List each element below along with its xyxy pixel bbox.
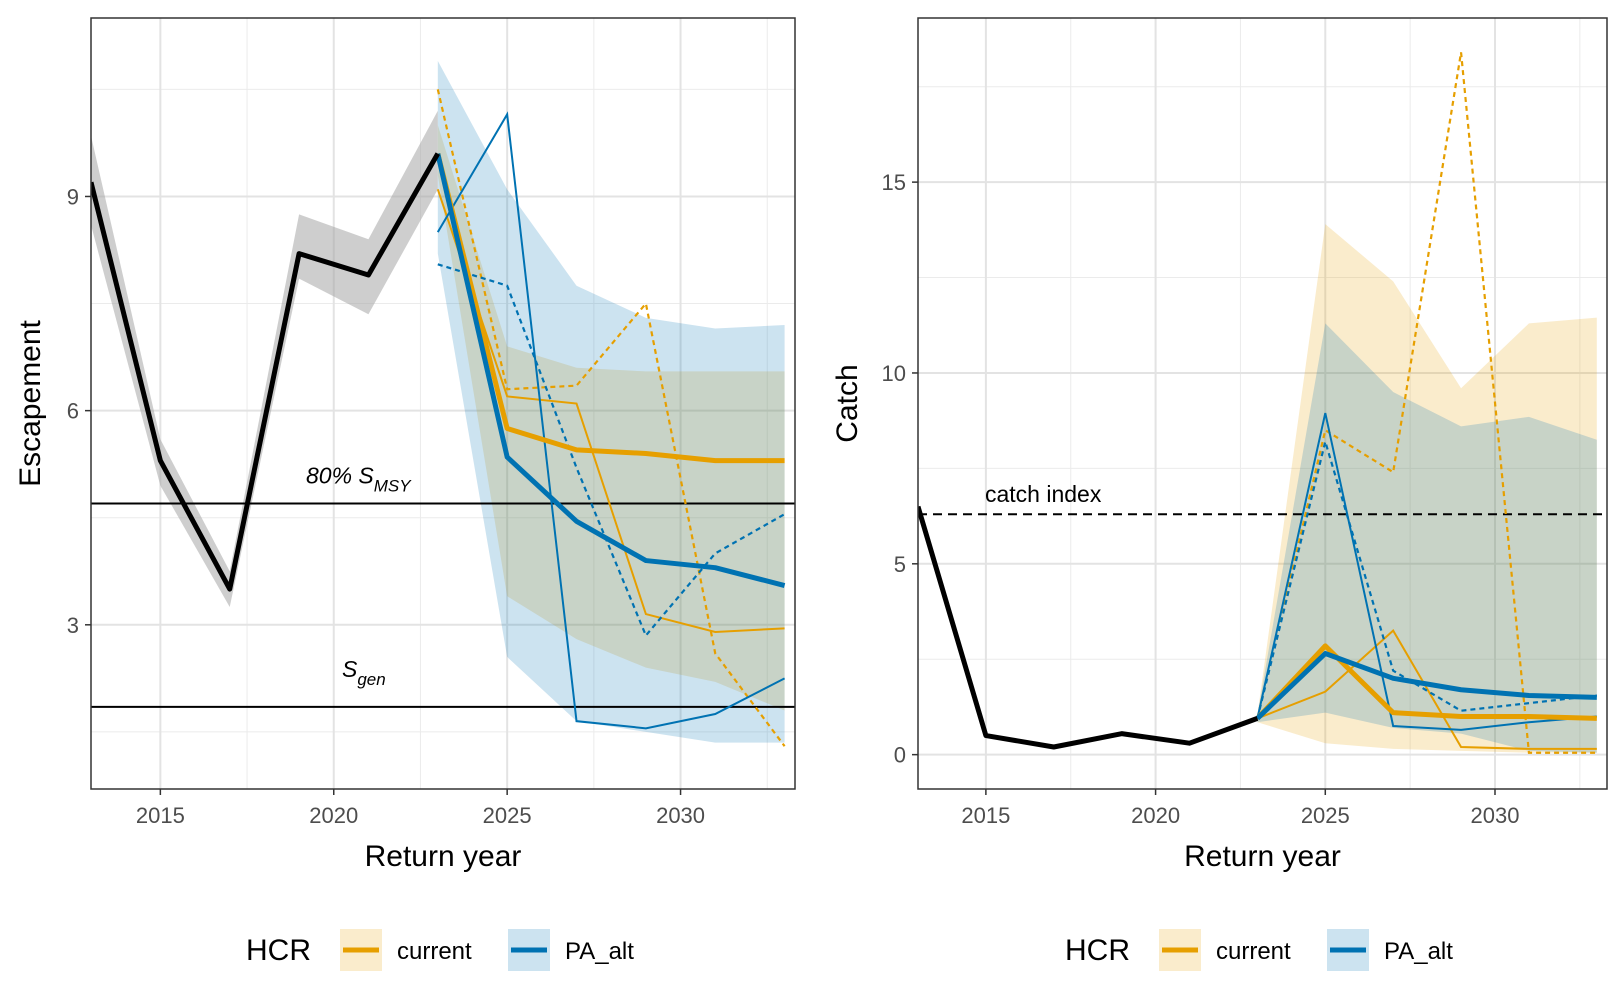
legend-label: current — [1216, 938, 1291, 965]
ribbon-observed — [91, 110, 438, 607]
panel-border — [90, 17, 796, 790]
panel-2: catch index 2015 2020 2025 2030 0 5 10 15 Return … — [831, 17, 1608, 971]
ribbon-PA_alt — [1257, 323, 1597, 753]
y-tick-label: 10 — [882, 361, 906, 386]
x-tick-label: 2020 — [1131, 803, 1180, 828]
legend-key-current: current — [1159, 929, 1291, 971]
y-tick-label: 5 — [894, 552, 906, 577]
median-line-current — [435, 153, 785, 464]
reference-label-main: 80% S — [306, 462, 374, 488]
y-tick-label: 9 — [67, 184, 79, 209]
panel-background — [918, 18, 1607, 789]
median-line-PA_alt — [435, 153, 786, 588]
panel-background — [91, 18, 795, 789]
y-axis-title: Escapement — [14, 319, 47, 486]
x-tick-label: 2030 — [656, 803, 705, 828]
x-tick-label: 2030 — [1471, 803, 1520, 828]
legend: HCR current PA_alt — [1065, 929, 1453, 971]
reference-label-sub: gen — [357, 670, 385, 689]
panel-1: 80% SMSY Sgen 2015 2020 2025 2030 3 6 9 Return ye… — [14, 17, 796, 971]
x-axis-title: Return year — [365, 840, 522, 873]
trajectory-PA_alt-solid — [1256, 412, 1597, 731]
y-axis-title: Catch — [831, 364, 864, 442]
plot-area — [918, 52, 1607, 754]
x-tick-label: 2015 — [961, 803, 1010, 828]
trajectory-current-solid — [436, 189, 785, 633]
legend-key-PA_alt: PA_alt — [1327, 929, 1453, 971]
x-axis-title: Return year — [1184, 840, 1341, 873]
gridlines — [91, 18, 795, 789]
legend-key-PA_alt: PA_alt — [508, 929, 634, 971]
y-tick-label: 3 — [67, 613, 79, 638]
x-tick-label: 2025 — [1301, 803, 1350, 828]
trajectory-current-dashed — [1256, 52, 1597, 754]
legend-label: current — [397, 938, 472, 965]
reference-label-sub: MSY — [374, 476, 413, 495]
y-tick-label: 6 — [67, 399, 79, 424]
legend-title: HCR — [1065, 934, 1130, 967]
plot-area — [91, 60, 795, 747]
ribbon-current — [1257, 224, 1597, 753]
trajectory-PA_alt-dashed — [1256, 437, 1597, 719]
median-line-PA_alt — [1255, 651, 1597, 721]
reference-label-1: 80% SMSY — [306, 462, 412, 495]
y-tick-label: 0 — [894, 743, 906, 768]
legend-label: PA_alt — [1384, 938, 1453, 965]
legend-key-current: current — [340, 929, 472, 971]
legend-title: HCR — [246, 934, 311, 967]
trajectory-current-dashed — [436, 89, 786, 747]
axes: 2015 2020 2025 2030 0 5 10 15 Return year Catch — [831, 170, 1519, 873]
reference-label-main: S — [342, 656, 358, 682]
y-tick-label: 15 — [882, 170, 906, 195]
legend-label: PA_alt — [565, 938, 634, 965]
ribbon-PA_alt — [437, 60, 785, 743]
trajectory-PA_alt-dashed — [437, 263, 786, 638]
x-tick-label: 2015 — [136, 803, 185, 828]
median-line-current — [1255, 643, 1597, 721]
trajectory-current-solid — [1257, 629, 1597, 750]
observed-line — [91, 152, 440, 592]
reference-label-2: Sgen — [342, 656, 386, 689]
axes: 2015 2020 2025 2030 3 6 9 Return year Escapement — [14, 184, 705, 873]
reference-label-main: catch index — [985, 481, 1102, 507]
gridlines — [918, 18, 1607, 789]
legend: HCR current PA_alt — [246, 929, 634, 971]
observed-line — [918, 505, 1259, 750]
panel-border — [917, 17, 1608, 790]
x-tick-label: 2025 — [483, 803, 532, 828]
trajectory-PA_alt-solid — [436, 111, 786, 730]
x-tick-label: 2020 — [309, 803, 358, 828]
reference-label-1: catch index — [985, 481, 1102, 507]
